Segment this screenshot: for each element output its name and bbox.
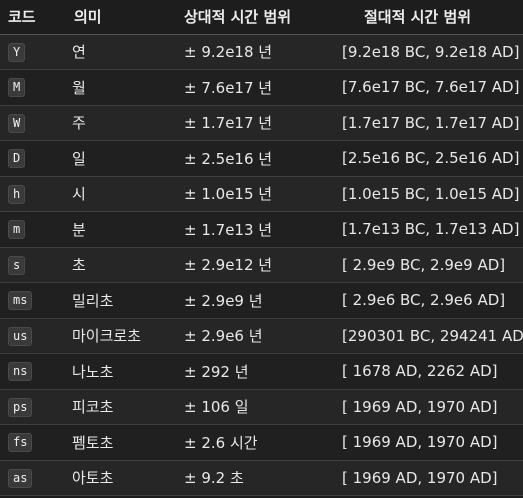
code-cell: ps <box>0 389 60 425</box>
relative-range-cell: ± 292 년 <box>184 362 249 381</box>
code-cell: s <box>0 247 60 283</box>
code-badge: D <box>8 149 26 169</box>
absolute-range-cell: [290301 BC, 294241 AD] <box>342 326 523 345</box>
meaning-cell: 피코초 <box>72 398 114 417</box>
table-row: W 주 ± 1.7e17 년 [1.7e17 BC, 1.7e17 AD] <box>0 105 523 141</box>
header-meaning: 의미 <box>60 0 184 35</box>
absolute-range-cell: [7.6e17 BC, 7.6e17 AD] <box>342 78 520 97</box>
header-absolute-range: 절대적 시간 범위 <box>338 0 523 35</box>
meaning-cell: 연 <box>72 43 86 62</box>
code-badge: fs <box>8 433 33 453</box>
header-code: 코드 <box>0 0 60 35</box>
relative-range-cell: ± 2.9e12 년 <box>184 256 273 275</box>
code-cell: W <box>0 105 60 141</box>
code-cell: Y <box>0 34 60 70</box>
absolute-range-cell: [ 2.9e6 BC, 2.9e6 AD] <box>342 291 506 310</box>
code-badge: ms <box>8 291 33 311</box>
code-cell: as <box>0 460 60 496</box>
code-badge: ps <box>8 397 33 417</box>
table-row: ps 피코초 ± 106 일 [ 1969 AD, 1970 AD] <box>0 389 523 425</box>
absolute-range-cell: [1.7e17 BC, 1.7e17 AD] <box>342 113 520 132</box>
table-row: s 초 ± 2.9e12 년 [ 2.9e9 BC, 2.9e9 AD] <box>0 247 523 283</box>
relative-range-cell: ± 1.7e17 년 <box>184 114 273 133</box>
code-badge: s <box>8 255 26 275</box>
meaning-cell: 월 <box>72 78 86 97</box>
code-badge: M <box>8 78 26 98</box>
code-badge: m <box>8 220 26 240</box>
code-badge: h <box>8 184 26 204</box>
absolute-range-cell: [ 2.9e9 BC, 2.9e9 AD] <box>342 255 506 274</box>
absolute-range-cell: [9.2e18 BC, 9.2e18 AD] <box>342 42 520 61</box>
code-cell: h <box>0 176 60 212</box>
code-cell: m <box>0 212 60 248</box>
table-body: Y 연 ± 9.2e18 년 [9.2e18 BC, 9.2e18 AD] M 월 ± 7.… <box>0 34 523 496</box>
code-badge: as <box>8 468 33 488</box>
code-cell: fs <box>0 425 60 461</box>
absolute-range-cell: [ 1969 AD, 1970 AD] <box>342 397 498 416</box>
meaning-cell: 분 <box>72 220 86 239</box>
table-row: Y 연 ± 9.2e18 년 [9.2e18 BC, 9.2e18 AD] <box>0 34 523 70</box>
absolute-range-cell: [1.7e13 BC, 1.7e13 AD] <box>342 220 520 239</box>
meaning-cell: 펨토초 <box>72 433 114 452</box>
code-cell: D <box>0 141 60 177</box>
relative-range-cell: ± 7.6e17 년 <box>184 78 273 97</box>
code-cell: us <box>0 318 60 354</box>
code-badge: W <box>8 113 26 133</box>
relative-range-cell: ± 2.9e9 년 <box>184 291 263 310</box>
meaning-cell: 일 <box>72 149 86 168</box>
absolute-range-cell: [ 1969 AD, 1970 AD] <box>342 433 498 452</box>
table-row: m 분 ± 1.7e13 년 [1.7e13 BC, 1.7e13 AD] <box>0 211 523 248</box>
relative-range-cell: ± 2.5e16 년 <box>184 149 273 168</box>
absolute-range-cell: [ 1678 AD, 2262 AD] <box>342 362 498 381</box>
table-row: fs 펨토초 ± 2.6 시간 [ 1969 AD, 1970 AD] <box>0 424 523 461</box>
table-row: h 시 ± 1.0e15 년 [1.0e15 BC, 1.0e15 AD] <box>0 176 523 212</box>
table-row: D 일 ± 2.5e16 년 [2.5e16 BC, 2.5e16 AD] <box>0 140 523 177</box>
table-row: ns 나노초 ± 292 년 [ 1678 AD, 2262 AD] <box>0 353 523 390</box>
header-relative-range: 상대적 시간 범위 <box>184 0 338 35</box>
table-row: us 마이크로초 ± 2.9e6 년 [290301 BC, 294241 AD] <box>0 318 523 354</box>
meaning-cell: 아토초 <box>72 469 114 488</box>
relative-range-cell: ± 106 일 <box>184 398 249 417</box>
meaning-cell: 밀리초 <box>72 291 114 310</box>
relative-range-cell: ± 1.0e15 년 <box>184 185 273 204</box>
code-cell: ns <box>0 354 60 390</box>
absolute-range-cell: [1.0e15 BC, 1.0e15 AD] <box>342 184 520 203</box>
code-cell: M <box>0 70 60 106</box>
table-row: as 아토초 ± 9.2 초 [ 1969 AD, 1970 AD] <box>0 460 523 496</box>
header-row: 코드 의미 상대적 시간 범위 절대적 시간 범위 <box>0 0 523 35</box>
meaning-cell: 주 <box>72 114 86 133</box>
table-row: M 월 ± 7.6e17 년 [7.6e17 BC, 7.6e17 AD] <box>0 69 523 106</box>
relative-range-cell: ± 1.7e13 년 <box>184 220 273 239</box>
code-badge: ns <box>8 362 33 382</box>
relative-range-cell: ± 9.2 초 <box>184 469 244 488</box>
meaning-cell: 초 <box>72 256 86 275</box>
table-row: ms 밀리초 ± 2.9e9 년 [ 2.9e6 BC, 2.9e6 AD] <box>0 282 523 319</box>
absolute-range-cell: [2.5e16 BC, 2.5e16 AD] <box>342 149 520 168</box>
code-cell: ms <box>0 283 60 319</box>
code-badge: us <box>8 326 33 346</box>
relative-range-cell: ± 2.6 시간 <box>184 433 258 452</box>
meaning-cell: 나노초 <box>72 362 114 381</box>
relative-range-cell: ± 9.2e18 년 <box>184 43 273 62</box>
relative-range-cell: ± 2.9e6 년 <box>184 327 263 346</box>
code-badge: Y <box>8 42 26 62</box>
absolute-range-cell: [ 1969 AD, 1970 AD] <box>342 468 498 487</box>
meaning-cell: 마이크로초 <box>72 327 142 346</box>
meaning-cell: 시 <box>72 185 86 204</box>
table-header: 코드 의미 상대적 시간 범위 절대적 시간 범위 <box>0 0 523 35</box>
